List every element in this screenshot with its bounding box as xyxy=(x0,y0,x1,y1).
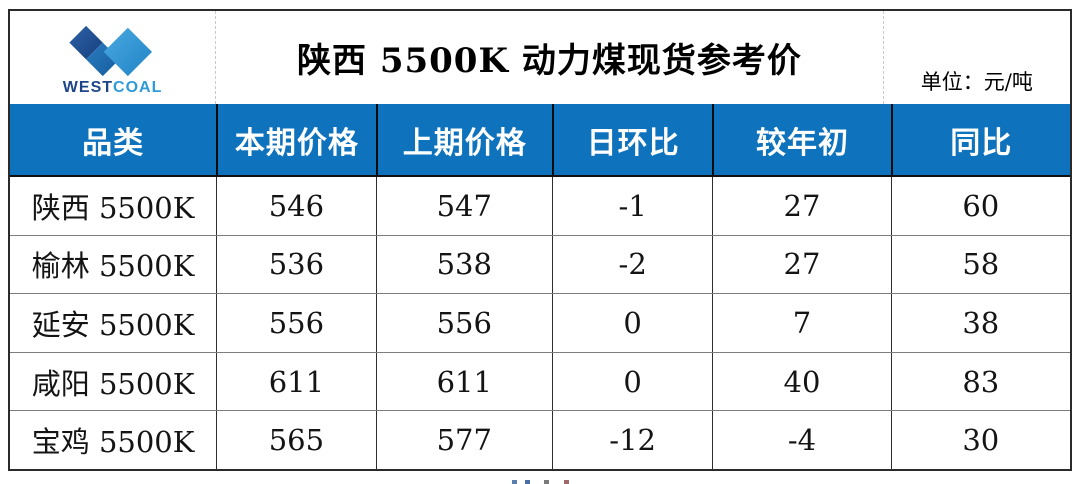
cropped-caption-fragment xyxy=(512,480,612,484)
cell-daily-change: -2 xyxy=(551,235,712,294)
price-table-panel: WESTCOAL 陕西 5500K 动力煤现货参考价 单位：元/吨 品类 本期价… xyxy=(8,9,1072,471)
logo-cell: WESTCOAL xyxy=(10,11,217,104)
cell-current-price: 556 xyxy=(216,294,375,352)
cell-yoy-change: 30 xyxy=(890,411,1070,469)
cell-category: 延安 5500K xyxy=(31,307,195,342)
cell-category: 宝鸡 5500K xyxy=(31,425,195,460)
table-top-header: WESTCOAL 陕西 5500K 动力煤现货参考价 单位：元/吨 xyxy=(10,11,1070,104)
unit-label: 单位：元/吨 xyxy=(882,11,1070,104)
cell-ytd-change: -4 xyxy=(712,411,890,469)
cell-previous-price: 556 xyxy=(375,294,552,352)
brand-wordmark: WESTCOAL xyxy=(63,80,163,96)
cell-previous-price: 611 xyxy=(375,352,552,411)
cell-ytd-change: 7 xyxy=(712,294,890,352)
cell-current-price: 546 xyxy=(216,177,375,235)
cell-previous-price: 538 xyxy=(375,235,552,294)
westcoal-logo-icon xyxy=(68,25,152,77)
cell-previous-price: 547 xyxy=(375,177,552,235)
brand-coal-label: COAL xyxy=(113,79,163,96)
table-body: 陕西 5500K 546 547 -1 27 60 榆林 5500K 536 5… xyxy=(10,177,1070,469)
table-row: 榆林 5500K 536 538 -2 27 58 xyxy=(10,234,1070,294)
cell-yoy-change: 58 xyxy=(890,235,1070,294)
table-header-row: 品类 本期价格 上期价格 日环比 较年初 同比 xyxy=(10,104,1070,177)
cell-current-price: 536 xyxy=(216,235,375,294)
cell-yoy-change: 60 xyxy=(890,177,1070,235)
cell-ytd-change: 40 xyxy=(712,352,890,411)
table-row: 延安 5500K 556 556 0 7 38 xyxy=(10,293,1070,352)
cell-category: 榆林 5500K xyxy=(31,249,195,284)
table-row: 咸阳 5500K 611 611 0 40 83 xyxy=(10,351,1070,411)
cell-daily-change: 0 xyxy=(551,352,712,411)
col-header-ytd-change: 较年初 xyxy=(712,104,890,175)
cell-daily-change: 0 xyxy=(551,294,712,352)
cell-current-price: 565 xyxy=(216,411,375,469)
col-header-yoy-change: 同比 xyxy=(890,104,1070,175)
cell-daily-change: -1 xyxy=(551,177,712,235)
table-row: 宝鸡 5500K 565 577 -12 -4 30 xyxy=(10,410,1070,469)
brand-west-label: WEST xyxy=(62,79,114,96)
col-header-previous-price: 上期价格 xyxy=(375,104,552,175)
cell-current-price: 611 xyxy=(216,352,375,411)
col-header-current-price: 本期价格 xyxy=(216,104,375,175)
cell-ytd-change: 27 xyxy=(712,177,890,235)
col-header-category: 品类 xyxy=(82,125,145,161)
col-header-daily-change: 日环比 xyxy=(551,104,712,175)
cell-category: 陕西 5500K xyxy=(31,190,195,225)
cell-previous-price: 577 xyxy=(375,411,552,469)
cell-daily-change: -12 xyxy=(551,411,712,469)
cell-yoy-change: 83 xyxy=(890,352,1070,411)
table-row: 陕西 5500K 546 547 -1 27 60 xyxy=(10,177,1070,235)
cell-ytd-change: 27 xyxy=(712,235,890,294)
cell-yoy-change: 38 xyxy=(890,294,1070,352)
page-title: 陕西 5500K 动力煤现货参考价 xyxy=(296,41,802,81)
cell-category: 咸阳 5500K xyxy=(31,366,195,401)
